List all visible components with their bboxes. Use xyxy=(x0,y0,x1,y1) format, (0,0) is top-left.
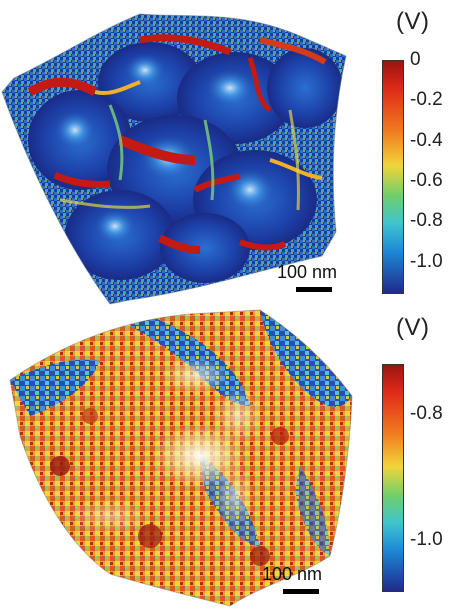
top-3d-surface-map xyxy=(1,13,347,305)
top-scalebar xyxy=(296,287,332,292)
colorbar-tick-label: -0.8 xyxy=(410,403,443,425)
colorbar-tick-label: -0.2 xyxy=(410,89,443,111)
bottom-3d-surface-map xyxy=(9,309,353,607)
colorbar-tick-label: -0.8 xyxy=(410,210,443,232)
top-scalebar-label: 100 nm xyxy=(277,262,338,282)
bottom-scalebar-label: 100 nm xyxy=(262,564,323,584)
bottom-scalebar xyxy=(283,589,319,594)
colorbar-tick-label: -0.6 xyxy=(410,170,443,192)
bottom-potential-map-panel: (V) -0.8 -1.0 100 nm xyxy=(0,306,466,612)
bottom-colorbar xyxy=(382,364,404,592)
bottom-colorbar-unit: (V) xyxy=(396,314,430,341)
top-potential-map-panel: (V) 0 -0.2 -0.4 -0.6 -0.8 -1.0 100 nm xyxy=(0,0,466,306)
colorbar-tick-label: 0 xyxy=(410,49,421,70)
colorbar-tick-label: -1.0 xyxy=(410,250,443,272)
colorbar-tick-label: -0.4 xyxy=(410,129,443,151)
top-colorbar-unit: (V) xyxy=(396,8,430,35)
top-colorbar xyxy=(382,60,404,294)
colorbar-tick-label: -1.0 xyxy=(410,528,443,550)
